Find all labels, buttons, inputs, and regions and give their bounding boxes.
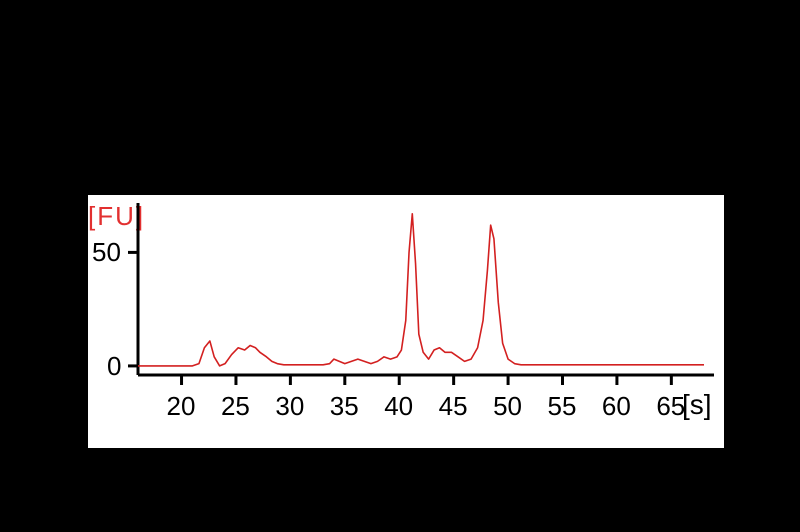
y-tick-label: 50 (92, 237, 121, 268)
x-tick-label: 55 (548, 391, 577, 422)
x-tick-label: 30 (275, 391, 304, 422)
x-tick-label: 50 (493, 391, 522, 422)
x-tick-label: 20 (167, 391, 196, 422)
x-tick-label: 45 (439, 391, 468, 422)
x-tick-label: 25 (221, 391, 250, 422)
x-tick-label: 40 (384, 391, 413, 422)
x-tick-label: 65 (656, 391, 685, 422)
x-tick-label: 60 (602, 391, 631, 422)
trace-line (138, 214, 704, 366)
chart-panel: [FU] [s] 20253035404550556065050 (88, 195, 724, 448)
x-axis-label: [s] (682, 389, 712, 421)
y-tick-label: 0 (107, 351, 121, 382)
x-tick-label: 35 (330, 391, 359, 422)
